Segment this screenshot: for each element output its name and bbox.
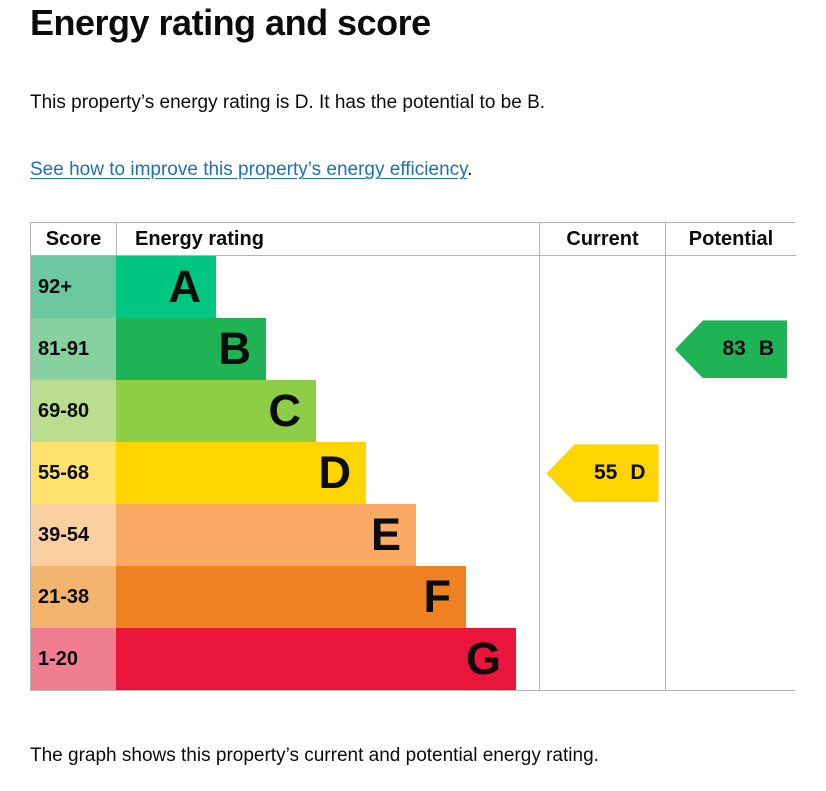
band-letter-g: G [465, 633, 501, 685]
chart-caption: The graph shows this property’s current … [30, 745, 599, 767]
intro-text: This property’s energy rating is D. It h… [30, 92, 546, 114]
band-bar-a: A [116, 256, 216, 319]
band-letter-a: A [168, 261, 202, 313]
band-letter-b: B [218, 323, 252, 375]
header-potential: Potential [665, 223, 796, 257]
header-rating: Energy rating [116, 223, 539, 257]
band-letter-d: D [318, 447, 352, 499]
page-title: Energy rating and score [30, 2, 431, 43]
potential-score: 83 [722, 337, 746, 361]
score-range-g: 1-20 [31, 628, 116, 691]
current-band: D [630, 461, 646, 485]
improve-efficiency-link[interactable]: See how to improve this property’s energ… [30, 159, 468, 181]
header-current: Current [539, 223, 665, 257]
band-bar-d: D [116, 442, 366, 505]
score-range-b: 81-91 [31, 318, 116, 381]
band-letter-c: C [268, 385, 302, 437]
energy-rating-chart: Score Energy rating Current Potential 55… [30, 222, 796, 692]
score-range-e: 39-54 [31, 504, 116, 567]
current-arrow: 55 D [546, 444, 659, 503]
current-score: 55 [593, 461, 618, 485]
score-range-c: 69-80 [31, 380, 116, 443]
potential-column: 83 B [665, 256, 796, 691]
potential-band: B [758, 337, 774, 361]
band-bar-f: F [116, 566, 466, 629]
score-range-f: 21-38 [31, 566, 116, 629]
score-range-d: 55-68 [31, 442, 116, 505]
score-range-a: 92+ [31, 256, 116, 319]
potential-arrow: 83 B [675, 320, 787, 379]
link-line: See how to improve this property’s energ… [30, 157, 796, 182]
band-letter-f: F [423, 571, 452, 623]
band-bar-g: G [116, 628, 516, 691]
header-score: Score [31, 223, 116, 257]
link-period: . [467, 159, 473, 181]
band-letter-e: E [370, 509, 401, 561]
band-bar-c: C [116, 380, 316, 443]
band-bar-e: E [116, 504, 416, 567]
band-bar-b: B [116, 318, 266, 381]
current-column: 55 D [539, 256, 665, 691]
